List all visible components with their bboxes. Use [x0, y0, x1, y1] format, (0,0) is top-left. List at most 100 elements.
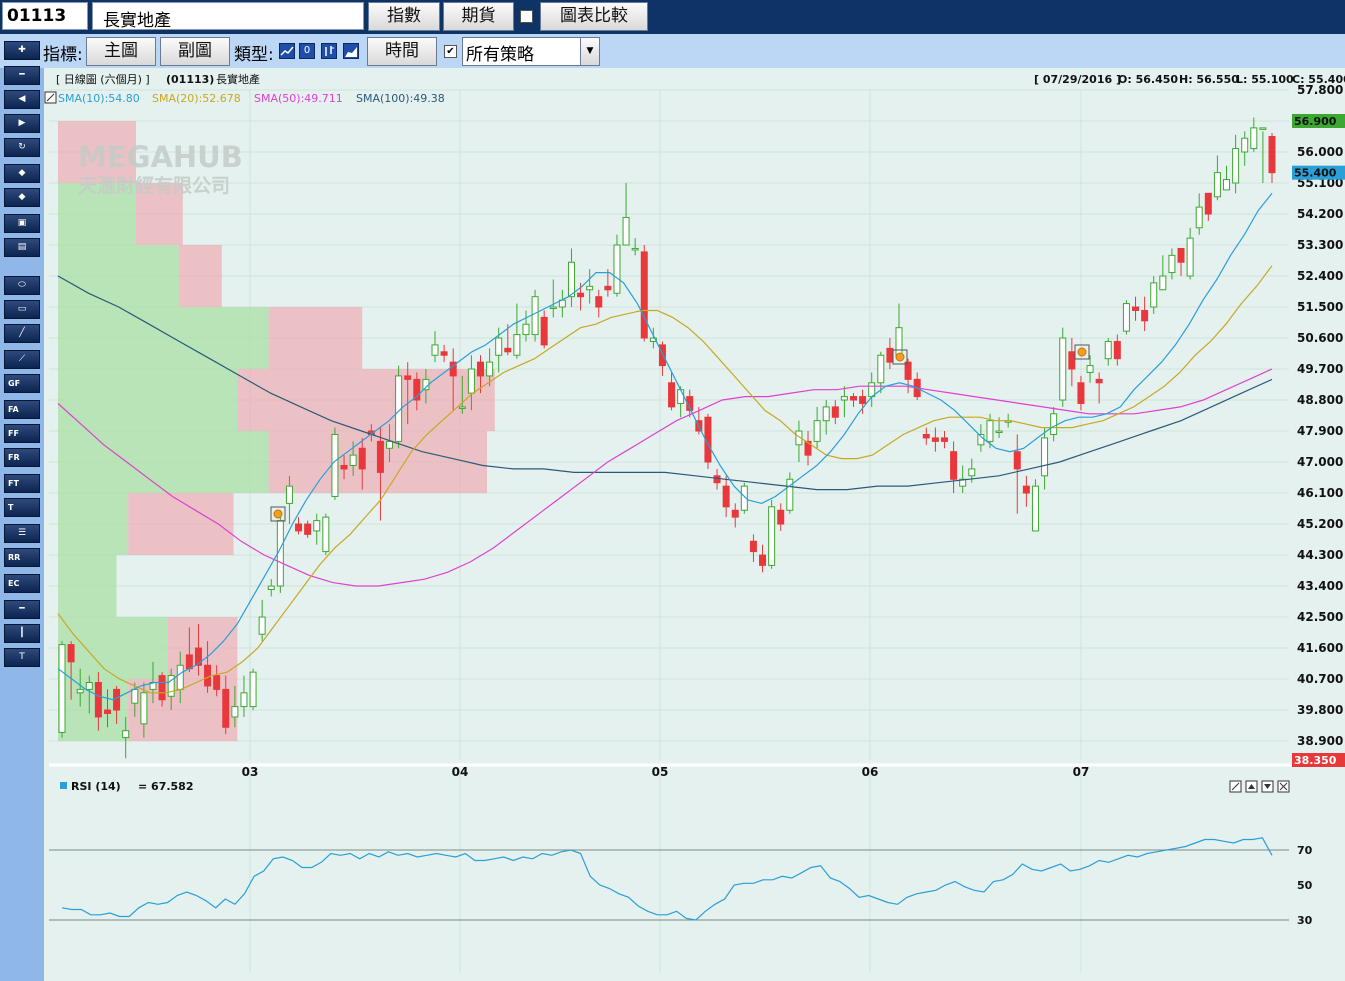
- tool-fa-icon[interactable]: FA: [4, 400, 40, 419]
- tool-rectangle-icon[interactable]: ▭: [4, 300, 40, 319]
- candle-body: [950, 451, 958, 480]
- candle-body: [513, 334, 521, 356]
- tool-scroll-right-icon[interactable]: ▶: [4, 114, 40, 133]
- y-tick-label: 52.400: [1297, 269, 1343, 283]
- candle-body: [386, 440, 394, 449]
- tool-t-icon[interactable]: T: [4, 498, 40, 517]
- tool-horizontal-line-icon[interactable]: ━: [4, 600, 40, 619]
- y-tick-label: 40.700: [1297, 672, 1343, 686]
- x-tick-label: 03: [242, 765, 259, 779]
- info-close: C: 55.400: [1292, 73, 1345, 86]
- strategy-select-value: 所有策略: [466, 45, 534, 65]
- info-low: L: 55.100: [1236, 73, 1294, 86]
- rsi-tick-label: 70: [1297, 844, 1313, 857]
- volume-profile-sell: [268, 307, 363, 370]
- tool-ec-icon[interactable]: EC: [4, 574, 40, 593]
- volume-profile-sell: [237, 369, 495, 432]
- compare-checkbox[interactable]: [520, 10, 533, 23]
- zero-type-icon[interactable]: 0: [299, 43, 315, 59]
- tool-ff-icon[interactable]: FF: [4, 424, 40, 443]
- tool-print-icon[interactable]: ▤: [4, 238, 40, 257]
- y-tick-label: 44.300: [1297, 548, 1343, 562]
- candle-body: [158, 675, 166, 701]
- volume-profile-sell: [136, 183, 183, 246]
- candle-body: [540, 316, 548, 346]
- tool-ellipse-icon[interactable]: ⬭: [4, 276, 40, 295]
- bar-chart-type-icon[interactable]: [321, 43, 337, 59]
- strategy-checkbox[interactable]: ✔: [444, 45, 457, 58]
- tool-ft-icon[interactable]: FT: [4, 474, 40, 493]
- stock-code-input[interactable]: 01113: [2, 2, 88, 30]
- y-tick-label: 38.900: [1297, 734, 1343, 748]
- volume-profile-buy: [58, 493, 129, 556]
- candle-body: [1022, 485, 1030, 494]
- tool-text-icon[interactable]: T: [4, 648, 40, 667]
- tool-eraser-all-icon[interactable]: ◆: [4, 188, 40, 207]
- signal-marker-box: [892, 349, 908, 365]
- index-button[interactable]: 指數: [368, 2, 440, 31]
- tool-line-icon[interactable]: ╱: [4, 324, 40, 343]
- tool-zoom-in-icon[interactable]: ✚: [4, 41, 40, 60]
- candle-body: [404, 375, 412, 380]
- candle-body: [531, 296, 539, 336]
- tool-save-icon[interactable]: ▣: [4, 214, 40, 233]
- tool-fan-icon[interactable]: ⟋: [4, 350, 40, 369]
- candle-body: [804, 440, 812, 456]
- line-chart-type-icon[interactable]: [279, 43, 295, 59]
- candle-body: [722, 485, 730, 508]
- chart-compare-button[interactable]: 圖表比較: [540, 2, 648, 31]
- sub-chart-button[interactable]: 副圖: [160, 37, 230, 66]
- rsi-close-glyph-b: [1279, 782, 1288, 791]
- candle-body: [1150, 282, 1158, 308]
- y-tick-label: 42.500: [1297, 610, 1343, 624]
- candle-body: [440, 351, 448, 356]
- candle-body: [940, 437, 948, 442]
- candle-body: [94, 681, 102, 718]
- signal-marker-box: [1074, 344, 1090, 360]
- tool-fr-icon[interactable]: FR: [4, 448, 40, 467]
- candle-body: [686, 396, 694, 411]
- chart-svg: 57.80056.90056.00055.10054.20053.30052.4…: [44, 72, 1345, 973]
- volume-profile-sell: [178, 245, 222, 308]
- x-tick-label: 06: [862, 765, 879, 779]
- futures-button[interactable]: 期貨: [443, 2, 514, 31]
- candle-body: [713, 475, 721, 484]
- last-price-badge-bg: [1292, 165, 1345, 180]
- x-tick-label: 05: [652, 765, 669, 779]
- y-tick-label: 43.400: [1297, 579, 1343, 593]
- candle-body: [631, 247, 639, 251]
- candle-body: [413, 378, 421, 401]
- tool-rr-icon[interactable]: RR: [4, 548, 40, 567]
- sma10-line: [57, 192, 1273, 701]
- y-tick-label: 57.800: [1297, 83, 1343, 97]
- rsi-move-down-glyph: [1264, 784, 1271, 789]
- chevron-down-icon[interactable]: ▼: [580, 38, 599, 65]
- tool-lines-icon[interactable]: ☰: [4, 524, 40, 543]
- time-button[interactable]: 時間: [367, 37, 437, 66]
- candle-body: [904, 361, 912, 380]
- tool-zoom-out-icon[interactable]: ━: [4, 66, 40, 85]
- rsi-edit-icon-stroke: [1231, 782, 1240, 791]
- area-chart-type-icon[interactable]: [343, 43, 359, 59]
- tool-vertical-line-icon[interactable]: ┃: [4, 624, 40, 643]
- tool-refresh-icon[interactable]: ↻: [4, 138, 40, 157]
- candle-body: [1141, 309, 1149, 322]
- last-price-badge: 55.400: [1294, 167, 1337, 180]
- info-open: O: 56.450: [1118, 73, 1178, 86]
- candle-body: [604, 285, 612, 291]
- info-code: (01113): [166, 73, 214, 86]
- y-tick-label: 46.100: [1297, 486, 1343, 500]
- main-chart-button[interactable]: 主圖: [86, 37, 156, 66]
- tool-scroll-left-icon[interactable]: ◀: [4, 90, 40, 109]
- indicator-bar: 指標: 主圖 副圖 類型: 0 時間 ✔ 所有策略 ▼: [0, 34, 1345, 68]
- gear-signal-icon: [1077, 347, 1087, 357]
- volume-profile-buy: [58, 245, 179, 308]
- tool-eraser-icon[interactable]: ◆: [4, 164, 40, 183]
- candle-body: [258, 616, 266, 635]
- candle-body: [194, 647, 202, 666]
- tool-gf-icon[interactable]: GF: [4, 374, 40, 393]
- candle-body: [786, 478, 794, 511]
- candle-body: [1122, 303, 1130, 332]
- strategy-select[interactable]: 所有策略 ▼: [462, 37, 600, 66]
- candle-body: [813, 420, 821, 442]
